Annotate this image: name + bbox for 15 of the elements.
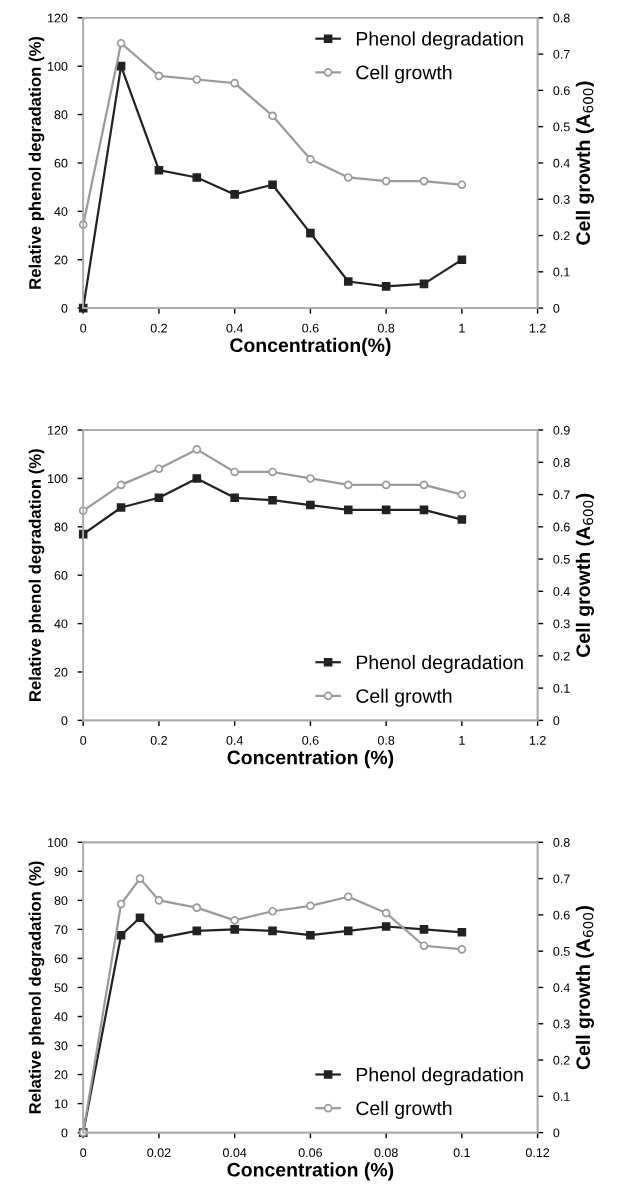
legend-label: Cell growth [356, 1100, 452, 1120]
y2-axis-title: Cell growth (A$_{600}$) [575, 81, 595, 245]
y2-axis-title: Cell growth (A$_{600}$) [575, 493, 595, 657]
y-axis-title: Relative phenol degradation (%) [28, 36, 45, 289]
x-axis-title: Concentration (%) [227, 1162, 394, 1181]
y-axis-title: Relative phenol degradation (%) [28, 861, 45, 1114]
y2-axis-title: Cell growth (A$_{600}$) [575, 906, 595, 1070]
legend-label: Phenol degradation [356, 654, 523, 674]
legend-label: Phenol degradation [356, 1067, 523, 1086]
legend-label: Cell growth [356, 688, 452, 707]
y-axis-title: Relative phenol degradation (%) [28, 449, 45, 701]
x-axis-title: Concentration (%) [227, 750, 394, 769]
x-axis-title: Concentration(%) [230, 337, 391, 356]
legend-label: Phenol degradation [356, 31, 523, 50]
legend-label: Cell growth [356, 65, 452, 84]
